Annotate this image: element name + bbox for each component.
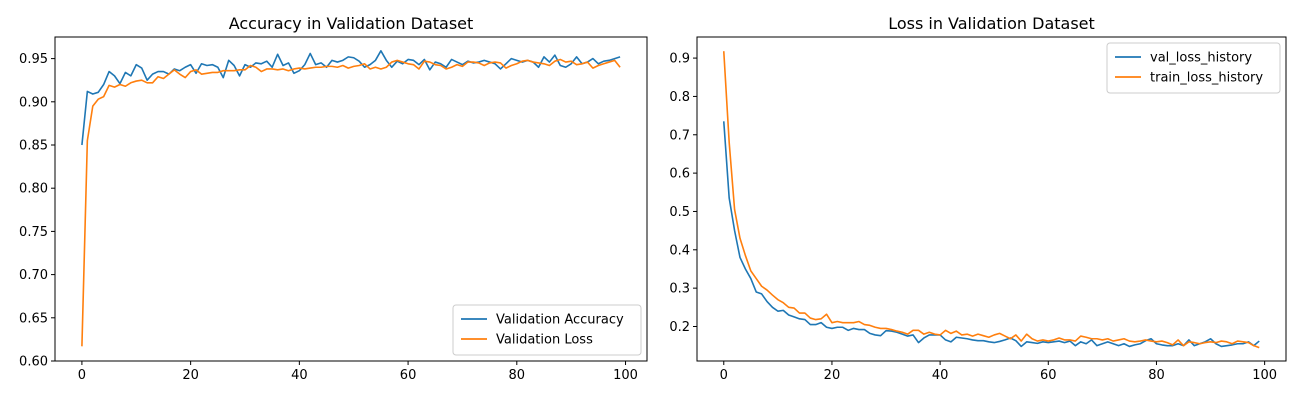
chart-panel-1: Accuracy in Validation Dataset 0 20 40 60 80 1… bbox=[19, 14, 648, 383]
y-tick-label: 0.3 bbox=[669, 282, 690, 297]
series-line-train-loss-history bbox=[722, 51, 1260, 349]
legend-entry-label: val_loss_history bbox=[1150, 51, 1252, 66]
y-tick-label: 0.70 bbox=[19, 268, 48, 283]
x-tick-label: 0 bbox=[78, 368, 86, 383]
y-tick-label: 0.6 bbox=[669, 167, 690, 182]
plot-frame bbox=[696, 36, 1287, 362]
y-tick-label: 0.2 bbox=[669, 320, 690, 335]
chart-panel-2: Loss in Validation Dataset 0 20 40 60 80 100 0.… bbox=[669, 14, 1287, 383]
y-tick-label: 0.60 bbox=[19, 355, 48, 370]
y-tick-label: 0.80 bbox=[19, 182, 48, 197]
x-tick-label: 40 bbox=[291, 368, 308, 383]
legend-box bbox=[452, 304, 642, 356]
legend-entry-label: train_loss_history bbox=[1150, 71, 1263, 86]
legend-entry-label: Validation Loss bbox=[496, 333, 593, 348]
series-line-val-loss-history bbox=[722, 121, 1260, 348]
legend-box bbox=[1106, 42, 1281, 94]
x-tick-label: 40 bbox=[932, 368, 949, 383]
y-tick-label: 0.90 bbox=[19, 95, 48, 110]
legend-entry-label: Validation Accuracy bbox=[496, 313, 624, 328]
chart-title: Loss in Validation Dataset bbox=[888, 14, 1095, 33]
legend: Validation Accuracy Validation Loss bbox=[452, 304, 642, 356]
y-tick-label: 0.95 bbox=[19, 52, 48, 67]
y-tick-label: 0.65 bbox=[19, 311, 48, 326]
y-tick-label: 0.5 bbox=[669, 205, 690, 220]
y-tick-label: 0.9 bbox=[669, 52, 690, 67]
y-tick-label: 0.8 bbox=[669, 90, 690, 105]
x-tick-label: 60 bbox=[400, 368, 417, 383]
chart-title: Accuracy in Validation Dataset bbox=[229, 14, 474, 33]
x-tick-label: 100 bbox=[1252, 368, 1277, 383]
x-tick-label: 0 bbox=[720, 368, 728, 383]
y-tick-label: 0.85 bbox=[19, 139, 48, 154]
x-tick-label: 100 bbox=[613, 368, 638, 383]
x-tick-label: 80 bbox=[1148, 368, 1165, 383]
series-line-validation-loss bbox=[81, 58, 621, 347]
legend: val_loss_history train_loss_history bbox=[1106, 42, 1281, 94]
x-tick-label: 60 bbox=[1040, 368, 1057, 383]
x-tick-label: 20 bbox=[824, 368, 841, 383]
y-tick-label: 0.75 bbox=[19, 225, 48, 240]
y-tick-label: 0.7 bbox=[669, 128, 690, 143]
x-tick-label: 80 bbox=[509, 368, 526, 383]
y-tick-label: 0.4 bbox=[669, 243, 690, 258]
x-tick-label: 20 bbox=[182, 368, 199, 383]
plot-frame bbox=[54, 36, 648, 362]
series-line-validation-accuracy bbox=[81, 50, 621, 146]
